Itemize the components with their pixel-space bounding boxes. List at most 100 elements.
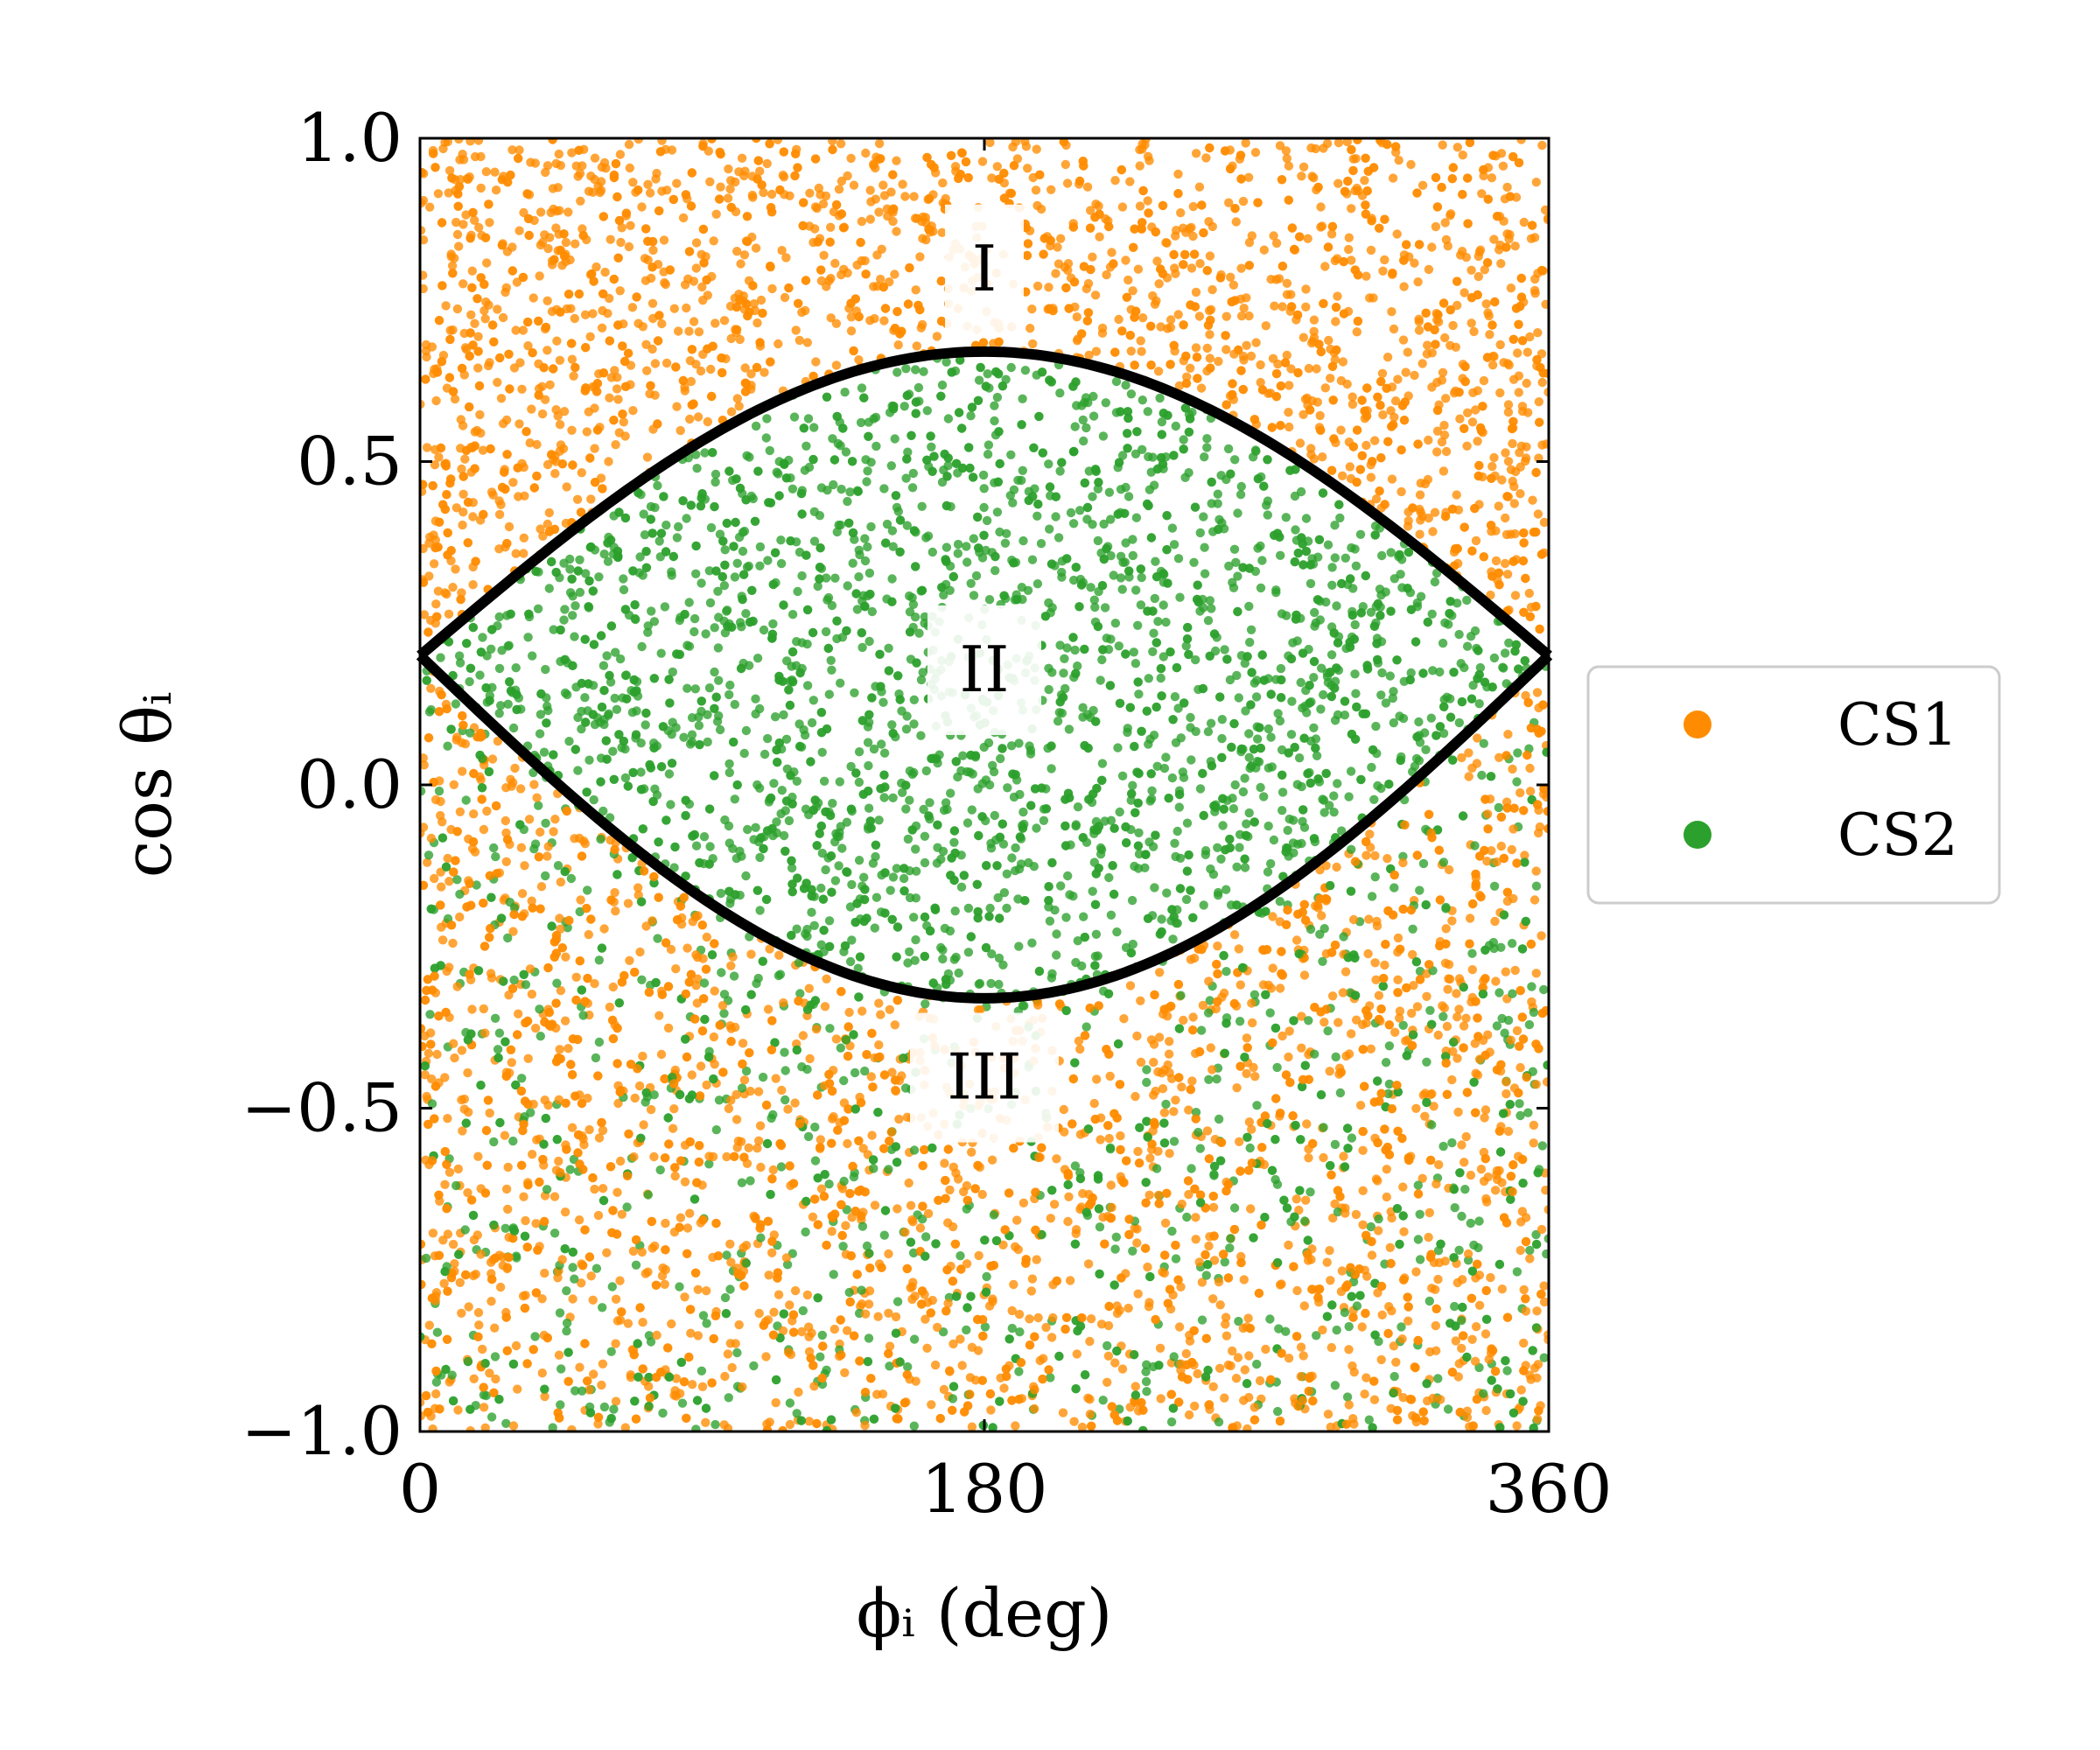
scatter-point bbox=[1196, 1026, 1207, 1035]
scatter-point bbox=[920, 1314, 930, 1324]
scatter-point bbox=[1032, 1255, 1041, 1264]
scatter-point bbox=[1481, 1405, 1491, 1416]
scatter-point bbox=[1455, 414, 1465, 424]
scatter-point bbox=[741, 1066, 752, 1076]
scatter-point bbox=[1433, 317, 1444, 327]
scatter-point-cs2 bbox=[809, 536, 820, 546]
scatter-point bbox=[684, 326, 694, 336]
scatter-point bbox=[1510, 466, 1521, 477]
scatter-point-cs2 bbox=[699, 832, 710, 842]
scatter-point-cs2 bbox=[1152, 761, 1162, 771]
scatter-point-cs2 bbox=[802, 441, 811, 451]
scatter-point-cs2 bbox=[1236, 481, 1247, 492]
scatter-point bbox=[1222, 1331, 1232, 1340]
scatter-point bbox=[1265, 1008, 1275, 1018]
scatter-point bbox=[1508, 764, 1517, 774]
scatter-point-cs2 bbox=[1013, 894, 1023, 904]
scatter-point bbox=[1441, 446, 1452, 457]
scatter-point bbox=[1155, 1343, 1166, 1354]
scatter-point-cs2 bbox=[969, 534, 979, 543]
scatter-point bbox=[603, 309, 612, 318]
scatter-point bbox=[781, 1253, 792, 1263]
scatter-point bbox=[1489, 881, 1500, 891]
scatter-point bbox=[656, 1049, 667, 1060]
scatter-point-cs2 bbox=[1182, 818, 1193, 828]
scatter-point-cs2 bbox=[1344, 792, 1354, 802]
scatter-point bbox=[1448, 320, 1458, 331]
scatter-point bbox=[1278, 1031, 1287, 1041]
scatter-point bbox=[892, 227, 901, 236]
scatter-point-cs2 bbox=[1104, 487, 1115, 497]
scatter-point bbox=[520, 861, 529, 871]
scatter-point bbox=[1077, 1422, 1088, 1432]
scatter-point bbox=[1302, 1119, 1312, 1129]
scatter-point bbox=[839, 1176, 849, 1186]
scatter-point bbox=[884, 1308, 893, 1319]
scatter-point bbox=[1533, 509, 1544, 519]
scatter-point-cs2 bbox=[1286, 730, 1297, 739]
scatter-point bbox=[1173, 169, 1183, 179]
scatter-point bbox=[439, 1278, 449, 1289]
scatter-point bbox=[1249, 1062, 1258, 1073]
scatter-point bbox=[714, 1096, 724, 1105]
scatter-point-cs2 bbox=[816, 940, 826, 949]
scatter-point bbox=[1103, 1320, 1114, 1331]
scatter-point-cs2 bbox=[1311, 734, 1321, 744]
scatter-point bbox=[726, 333, 736, 344]
scatter-point bbox=[1292, 935, 1302, 945]
scatter-point bbox=[420, 235, 429, 245]
scatter-point bbox=[1537, 377, 1547, 388]
scatter-point bbox=[1312, 364, 1321, 374]
scatter-point bbox=[1486, 1272, 1495, 1283]
scatter-point-cs2 bbox=[1230, 455, 1240, 465]
scatter-point bbox=[1239, 1275, 1250, 1284]
scatter-point bbox=[1539, 1353, 1549, 1362]
scatter-point-cs2 bbox=[599, 550, 609, 559]
scatter-point bbox=[1154, 1032, 1165, 1042]
scatter-point-cs2 bbox=[1199, 512, 1208, 522]
scatter-point bbox=[703, 290, 712, 300]
scatter-point bbox=[749, 299, 759, 309]
scatter-point bbox=[1323, 1410, 1334, 1419]
scatter-point bbox=[1447, 1138, 1457, 1148]
scatter-point bbox=[1469, 326, 1479, 337]
scatter-point bbox=[840, 1368, 850, 1378]
scatter-point bbox=[1027, 304, 1037, 314]
scatter-point bbox=[671, 1374, 682, 1383]
scatter-point-cs2 bbox=[808, 696, 818, 705]
scatter-point bbox=[1501, 967, 1511, 976]
scatter-point bbox=[1366, 245, 1376, 256]
scatter-point bbox=[655, 1165, 665, 1175]
scatter-point bbox=[514, 1009, 523, 1018]
scatter-point-cs2 bbox=[887, 574, 897, 584]
scatter-point-cs2 bbox=[1006, 741, 1017, 751]
scatter-point bbox=[1418, 359, 1427, 368]
scatter-point-cs2 bbox=[682, 683, 692, 693]
scatter-point bbox=[738, 1039, 748, 1048]
scatter-point bbox=[1415, 529, 1424, 539]
scatter-point bbox=[555, 1308, 565, 1318]
scatter-point bbox=[861, 1309, 871, 1319]
scatter-point-cs2 bbox=[565, 554, 575, 564]
scatter-point bbox=[811, 357, 821, 367]
scatter-point bbox=[1188, 1012, 1198, 1022]
scatter-point-cs2 bbox=[817, 747, 827, 757]
scatter-point bbox=[1224, 198, 1234, 207]
scatter-point bbox=[555, 914, 564, 923]
scatter-point bbox=[572, 494, 583, 504]
scatter-point bbox=[1424, 264, 1434, 275]
scatter-point bbox=[1428, 527, 1438, 536]
scatter-point-cs2 bbox=[1217, 733, 1227, 744]
scatter-point bbox=[1261, 321, 1271, 331]
scatter-point bbox=[550, 1228, 560, 1238]
scatter-point bbox=[570, 1386, 580, 1396]
scatter-point-cs2 bbox=[903, 834, 914, 844]
scatter-point bbox=[420, 760, 429, 770]
scatter-point bbox=[1297, 1012, 1306, 1021]
scatter-point bbox=[709, 1032, 719, 1042]
scatter-point-cs2 bbox=[916, 731, 926, 740]
scatter-point-cs2 bbox=[912, 866, 921, 876]
scatter-point-cs2 bbox=[1157, 417, 1167, 427]
scatter-point bbox=[735, 334, 745, 345]
scatter-point bbox=[1166, 1417, 1177, 1427]
